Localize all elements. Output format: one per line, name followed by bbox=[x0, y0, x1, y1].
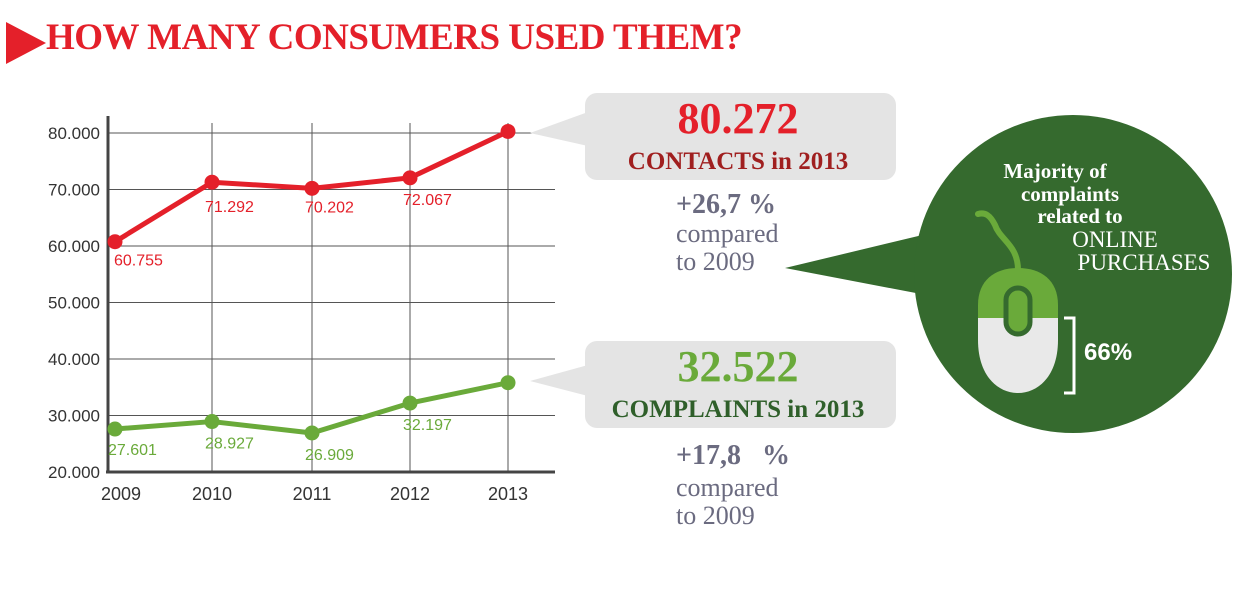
title-arrow-icon bbox=[6, 22, 46, 64]
online-percent: 66% bbox=[1084, 339, 1132, 366]
online-purchases-bubble: Majority of complaints related to ONLINE… bbox=[785, 115, 1232, 433]
x-tick-label: 2009 bbox=[101, 484, 141, 504]
contacts-total-caption: CONTACTS in 2013 bbox=[628, 148, 848, 175]
data-point bbox=[107, 421, 123, 437]
complaints-total-caption: COMPLAINTS in 2013 bbox=[612, 396, 865, 423]
data-label: 32.197 bbox=[403, 417, 452, 434]
complaints-total-value: 32.522 bbox=[678, 342, 799, 391]
chart-gridlines bbox=[108, 123, 555, 472]
computer-mouse-icon bbox=[975, 210, 1058, 393]
bubble-line-4: ONLINE bbox=[1072, 227, 1158, 252]
y-tick-label: 20.000 bbox=[48, 463, 100, 482]
x-tick-label: 2013 bbox=[488, 484, 528, 504]
data-label: 70.202 bbox=[305, 199, 354, 216]
x-axis-tick-labels: 2009 2010 2011 2012 2013 bbox=[101, 484, 528, 504]
data-point bbox=[402, 170, 418, 186]
complaints-compared-line2: to 2009 bbox=[676, 501, 755, 530]
data-point bbox=[402, 395, 418, 411]
data-point bbox=[204, 414, 220, 430]
complaints-callout-box bbox=[585, 341, 896, 428]
y-tick-label: 30.000 bbox=[48, 407, 100, 426]
complaints-change: +17,8 % bbox=[676, 440, 790, 471]
chart-series: 60.755 71.292 70.202 72.067 27.601 28.927 26.9… bbox=[107, 123, 516, 464]
bubble-line-5: PURCHASES bbox=[1078, 250, 1211, 275]
x-tick-label: 2010 bbox=[192, 484, 232, 504]
y-tick-label: 80.000 bbox=[48, 124, 100, 143]
page-title: HOW MANY CONSUMERS USED THEM? bbox=[46, 17, 743, 58]
bubble-line-1: Majority of bbox=[1003, 159, 1107, 183]
contacts-compared-line1: compared bbox=[676, 219, 779, 248]
complaints-callout: 32.522 COMPLAINTS in 2013 +17,8 % compar… bbox=[530, 341, 896, 530]
data-point bbox=[304, 180, 320, 196]
data-label: 60.755 bbox=[114, 253, 163, 270]
y-tick-label: 70.000 bbox=[48, 181, 100, 200]
percent-bracket bbox=[1064, 316, 1076, 395]
x-tick-label: 2012 bbox=[390, 484, 430, 504]
data-label: 28.927 bbox=[205, 436, 254, 453]
data-point bbox=[500, 375, 516, 391]
bubble-line-2: complaints bbox=[1021, 182, 1119, 206]
data-label: 26.909 bbox=[305, 447, 354, 464]
contacts-callout-pointer bbox=[530, 112, 588, 146]
bubble-line-3: related to bbox=[1037, 204, 1122, 228]
contacts-callout-box bbox=[585, 93, 896, 180]
contacts-callout: 80.272 CONTACTS in 2013 +26,7 % compared… bbox=[530, 93, 896, 276]
y-tick-label: 50.000 bbox=[48, 294, 100, 313]
y-tick-label: 60.000 bbox=[48, 237, 100, 256]
y-axis-tick-labels: 80.000 70.000 60.000 50.000 40.000 30.000 20.0… bbox=[48, 124, 100, 482]
y-tick-label: 40.000 bbox=[48, 350, 100, 369]
data-label: 27.601 bbox=[108, 442, 157, 459]
contacts-compared-line2: to 2009 bbox=[676, 247, 755, 276]
complaints-callout-pointer bbox=[530, 365, 588, 396]
data-point bbox=[500, 123, 516, 139]
x-tick-label: 2011 bbox=[293, 484, 332, 504]
data-label: 71.292 bbox=[205, 199, 254, 216]
data-point bbox=[304, 425, 320, 441]
data-label: 72.067 bbox=[403, 192, 452, 209]
complaints-compared-line1: compared bbox=[676, 473, 779, 502]
bubble-pointer bbox=[785, 232, 942, 298]
contacts-total-value: 80.272 bbox=[678, 94, 799, 143]
data-point bbox=[107, 234, 123, 250]
contacts-change: +26,7 % bbox=[676, 189, 776, 220]
data-point bbox=[204, 174, 220, 190]
